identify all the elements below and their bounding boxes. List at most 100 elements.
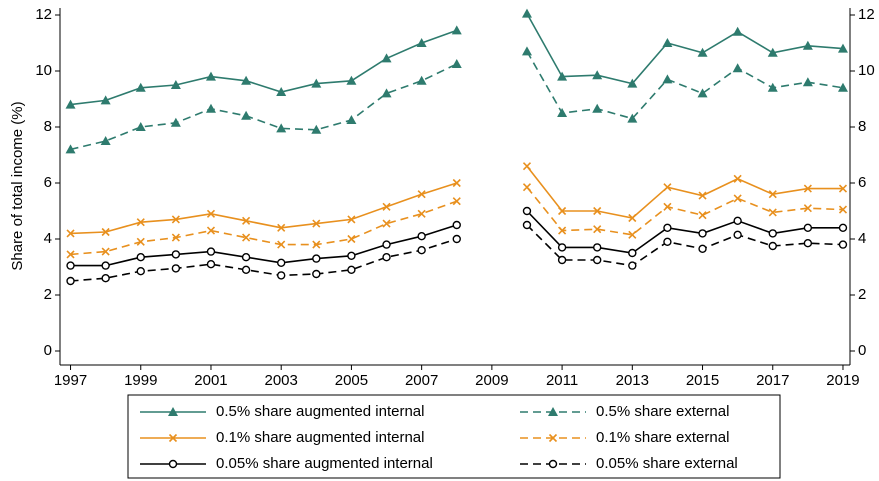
legend-label: 0.5% share augmented internal [216,403,424,420]
y2-tick-label: 0 [858,342,866,359]
marker [171,215,180,224]
marker [347,251,356,261]
marker [136,237,145,246]
marker [558,226,567,235]
marker [168,433,178,443]
marker [171,264,181,273]
marker [66,229,75,238]
marker [66,250,75,259]
marker [557,255,567,265]
marker [168,407,178,416]
marker [733,230,742,240]
marker [312,240,321,249]
marker [100,95,111,105]
marker [241,75,252,85]
marker [277,271,286,280]
marker [558,206,567,216]
marker [698,211,707,220]
marker [697,47,708,57]
marker [66,261,75,270]
series-line [70,165,843,235]
marker [65,144,76,154]
marker [346,115,357,124]
marker [382,202,391,211]
marker [171,250,181,259]
marker [347,234,356,244]
marker [417,209,426,218]
marker [592,103,603,113]
marker [241,110,252,120]
marker [417,190,426,199]
x-tick-label: 2005 [335,372,368,389]
marker [838,205,848,214]
marker [803,223,813,233]
marker [522,206,532,216]
marker [136,267,145,276]
marker [452,197,461,206]
y-tick-label: 10 [35,62,52,79]
marker [767,82,778,92]
marker [65,99,76,109]
marker [170,117,181,127]
marker [312,269,321,279]
marker [802,40,813,50]
marker [628,261,637,270]
y-tick-label: 4 [44,230,52,247]
marker [346,75,357,85]
x-tick-label: 2007 [405,372,438,389]
marker [101,227,110,237]
marker [382,240,391,249]
marker [838,184,848,193]
marker [277,258,286,267]
marker [136,253,145,262]
marker [662,74,673,84]
marker [803,204,812,213]
marker [837,82,848,92]
marker [311,78,322,88]
marker [417,245,426,255]
x-tick-label: 2001 [194,372,227,389]
marker [838,223,848,233]
marker [452,220,461,230]
marker [206,209,216,218]
marker [768,241,777,251]
series-line [70,13,844,106]
legend-label: 0.1% share augmented internal [216,429,424,446]
x-tick-label: 2019 [826,372,859,389]
marker [521,8,532,18]
legend-box [127,394,781,479]
marker [733,194,742,203]
x-tick-label: 2011 [546,372,578,389]
marker [733,174,742,183]
marker [698,229,707,238]
marker [732,63,743,73]
marker [417,231,426,241]
marker [803,238,813,248]
y2-tick-label: 2 [858,286,866,303]
marker [593,206,602,216]
series-line [70,210,843,267]
marker [768,190,777,199]
marker [557,243,567,252]
marker [628,213,637,223]
series-line [70,51,844,151]
marker [381,53,392,63]
marker [767,47,778,57]
marker [311,124,322,134]
marker [101,261,110,270]
marker [548,407,558,416]
marker [206,260,216,269]
x-tick-label: 2017 [756,372,789,389]
marker [628,248,637,258]
y-tick-label: 2 [44,286,52,303]
y2-tick-label: 8 [858,118,866,135]
marker [381,88,392,98]
legend-label: 0.05% share external [596,455,738,472]
marker [732,26,743,36]
y-tick-label: 0 [44,342,52,359]
marker [136,218,145,227]
marker [663,183,672,192]
x-tick-label: 2013 [616,372,649,389]
marker [135,82,146,92]
marker [663,223,672,233]
